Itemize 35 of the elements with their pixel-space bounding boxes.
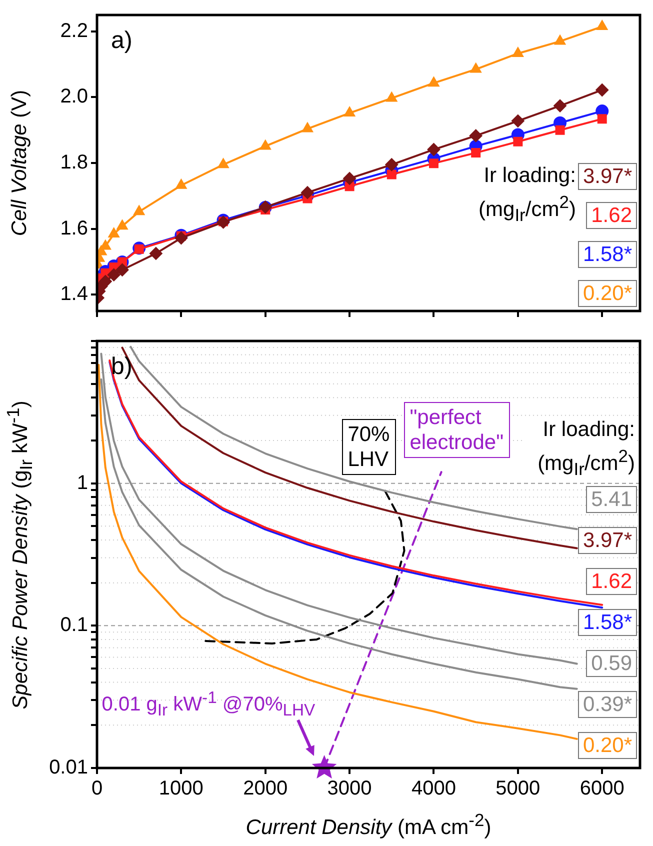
annotation: 0.01 g$_{Ir}$ kW$^{-1}$ @70%$_{LHV}$ [102, 686, 316, 722]
y-tick-label: 0.01 [49, 756, 88, 779]
y-tick-label: 1.8 [60, 152, 88, 174]
y-tick-label: 1.6 [60, 217, 88, 240]
annotation: "perfect electrode" [404, 402, 510, 458]
x-tick-label: 3000 [327, 778, 372, 800]
y-tick-label: 0.1 [60, 614, 88, 636]
series-label: 0.20* [578, 732, 637, 760]
series-label: 1.62 [586, 568, 637, 596]
text: 0.20* [578, 280, 637, 307]
x-tick-label: 0 [91, 778, 103, 800]
series-label: 5.41 [586, 486, 637, 514]
y-tick-label: 1.4 [60, 283, 88, 306]
text: 3.97* [578, 163, 637, 190]
x-tick-label: 4000 [411, 778, 456, 800]
annotation: b) [111, 353, 132, 381]
legend-title: Ir loading: (mg$_{Ir}$/cm$^{2}$) [464, 163, 576, 228]
series-label: 3.97* [578, 527, 637, 554]
y-tick-label: 2.2 [60, 20, 88, 42]
annotation: a) [111, 27, 132, 55]
annotation: 70% LHV [342, 419, 396, 476]
y-axis-title: Cell Voltage (V) [8, 90, 32, 236]
x-tick-label: 2000 [243, 778, 288, 800]
legend-title: Ir loading: (mg$_{Ir}$/cm$^{2}$) [523, 417, 635, 482]
series-label: 0.59 [586, 650, 637, 678]
x-axis-title: Current Density (mA cm$^{-2}$) [246, 810, 492, 840]
text: 1.62 [586, 202, 637, 229]
series-label: 0.39* [578, 691, 637, 718]
x-tick-label: 5000 [496, 778, 540, 800]
y-tick-label: 2.0 [60, 86, 88, 108]
y-tick-label: 1 [76, 472, 88, 494]
series-label: 1.58* [578, 609, 637, 636]
text: 1.58* [578, 241, 637, 268]
x-tick-label: 6000 [580, 778, 624, 800]
x-tick-label: 1000 [158, 778, 204, 800]
